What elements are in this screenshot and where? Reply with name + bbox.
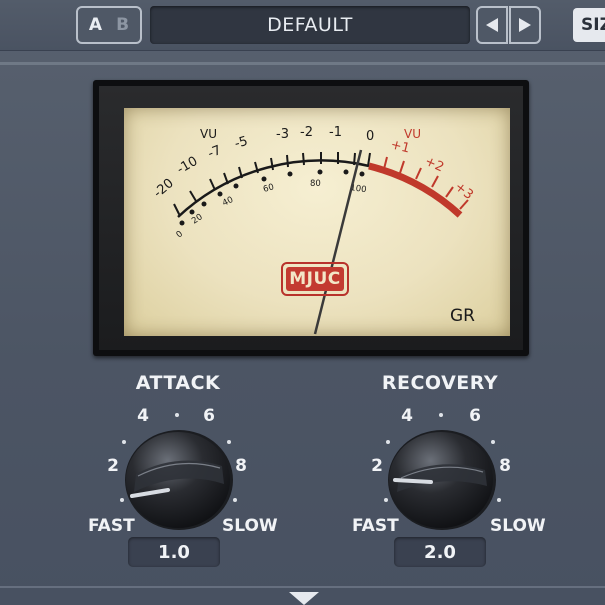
triangle-left-icon <box>486 18 498 32</box>
scale-arc-black <box>177 159 370 218</box>
scale-label-red: +1 <box>389 137 411 156</box>
recovery-fast-label: FAST <box>352 516 399 536</box>
recovery-scale-dots <box>384 413 501 502</box>
vu-meter: -20 -10 -7 -5 -3 -2 -1 0 +1 +2 +3 0 <box>93 80 529 356</box>
toolbar: A B DEFAULT SIZ <box>0 0 605 51</box>
percent-label: 40 <box>221 195 235 209</box>
preset-next-button[interactable] <box>509 6 541 44</box>
percent-label: 80 <box>310 179 321 189</box>
attack-scale-4: 4 <box>137 406 149 426</box>
meter-needle <box>313 149 363 335</box>
lower-scale-labels: 0 20 40 60 80 100 <box>175 179 368 240</box>
scale-label: -3 <box>276 127 289 142</box>
scale-ticks-red <box>383 156 469 210</box>
recovery-value-display[interactable]: 2.0 <box>394 537 486 567</box>
preset-prev-button[interactable] <box>476 6 508 44</box>
attack-fast-label: FAST <box>88 516 135 536</box>
scale-dots <box>179 169 365 226</box>
recovery-pointer <box>393 478 433 484</box>
triangle-right-icon <box>519 18 531 32</box>
attack-knob[interactable] <box>122 430 238 534</box>
attack-scale-6: 6 <box>203 406 215 426</box>
brand-logo: MJUC <box>286 267 344 291</box>
attack-scale-2: 2 <box>107 456 119 476</box>
recovery-scale-2: 2 <box>371 456 383 476</box>
attack-scale-dots <box>120 413 237 502</box>
recovery-scale-4: 4 <box>401 406 413 426</box>
attack-slow-label: SLOW <box>222 516 278 536</box>
attack-scale-8: 8 <box>235 456 247 476</box>
meter-bezel: -20 -10 -7 -5 -3 -2 -1 0 +1 +2 +3 0 <box>99 86 523 350</box>
scale-label: -5 <box>233 134 250 152</box>
scale-label: -20 <box>151 176 177 201</box>
percent-label: 60 <box>262 182 275 195</box>
gr-label: GR <box>450 306 475 326</box>
percent-label: 0 <box>175 229 186 240</box>
brand-badge: MJUC <box>281 262 349 296</box>
ab-compare-toggle[interactable]: A B <box>76 6 142 44</box>
vu-label-right: VU <box>404 127 421 141</box>
divider <box>0 62 605 65</box>
size-button[interactable]: SIZ <box>573 8 605 42</box>
scale-label: -7 <box>206 143 224 162</box>
attack-pointer <box>130 488 170 498</box>
attack-value-display[interactable]: 1.0 <box>128 537 220 567</box>
recovery-scale-8: 8 <box>499 456 511 476</box>
scale-label: 0 <box>366 129 374 144</box>
recovery-knob[interactable] <box>385 430 501 534</box>
recovery-title: RECOVERY <box>381 372 499 394</box>
meter-scale: -20 -10 -7 -5 -3 -2 -1 0 +1 +2 +3 0 <box>151 125 476 335</box>
bottom-divider <box>0 586 605 588</box>
scale-label-red: +2 <box>422 154 446 176</box>
recovery-scale-6: 6 <box>469 406 481 426</box>
scale-label-red: +3 <box>452 179 476 203</box>
preset-name-display[interactable]: DEFAULT <box>150 6 470 44</box>
scale-label: -1 <box>329 125 342 140</box>
expand-triangle-icon[interactable] <box>289 592 319 605</box>
vu-label-left: VU <box>200 127 217 141</box>
scale-ticks <box>173 152 371 217</box>
scale-arc-red <box>368 162 463 218</box>
scale-label: -10 <box>175 154 201 178</box>
ab-b-label[interactable]: B <box>116 15 130 35</box>
ab-a-label[interactable]: A <box>88 15 103 35</box>
scale-label: -2 <box>300 125 313 140</box>
percent-label: 100 <box>350 183 367 195</box>
meter-face: -20 -10 -7 -5 -3 -2 -1 0 +1 +2 +3 0 <box>124 108 510 336</box>
recovery-slow-label: SLOW <box>490 516 546 536</box>
attack-title: ATTACK <box>135 372 221 394</box>
